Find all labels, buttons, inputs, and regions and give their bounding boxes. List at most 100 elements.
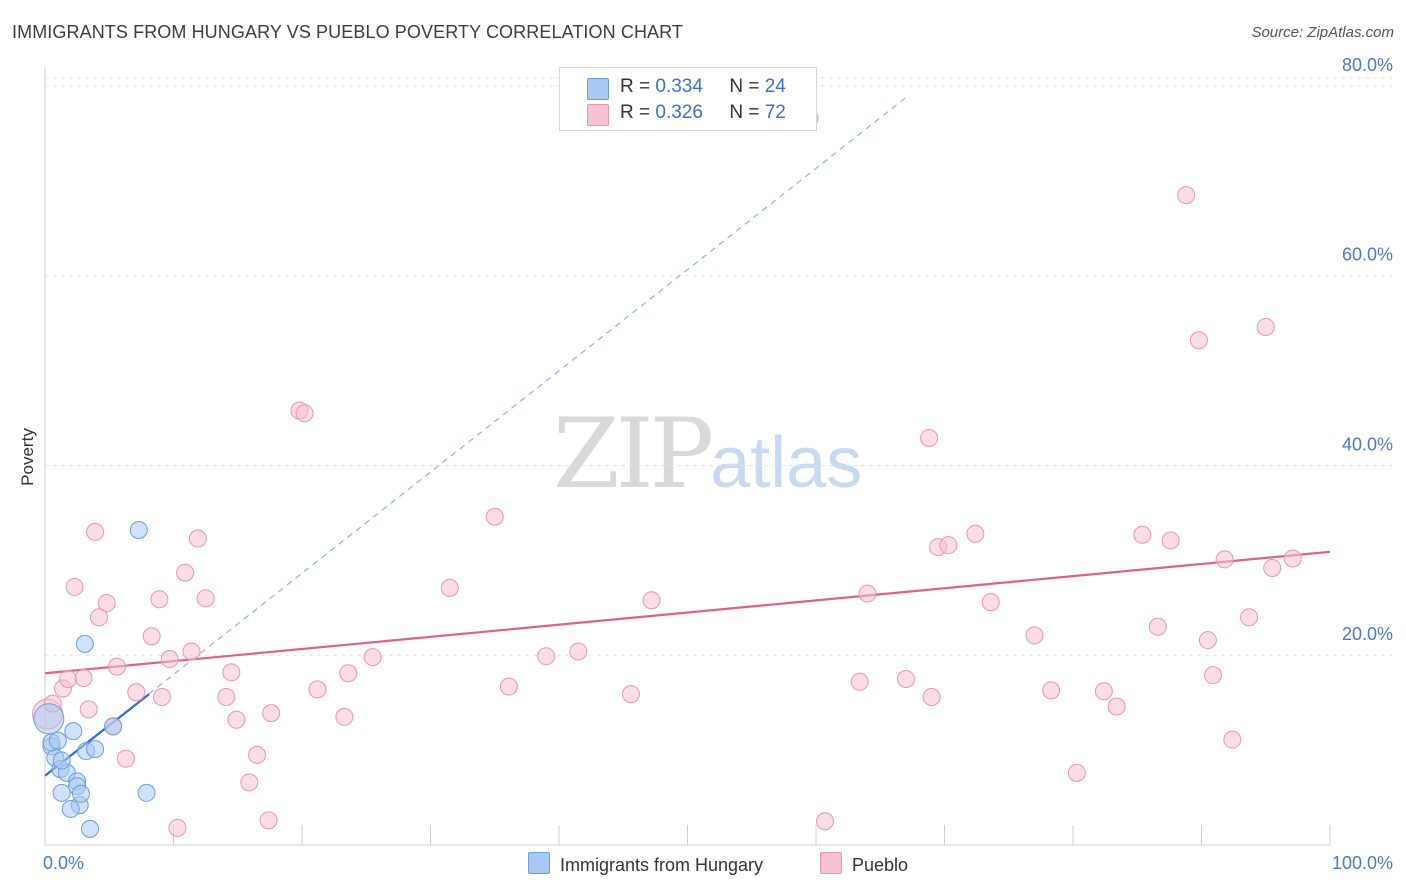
- bottom-legend-swatch-pueblo: [820, 852, 842, 874]
- pueblo-point: [363, 648, 382, 667]
- pueblo-point: [240, 773, 259, 792]
- pueblo-point: [217, 687, 236, 706]
- pueblo-point: [168, 818, 187, 837]
- pueblo-point: [1204, 666, 1223, 685]
- y-tick-label: 20.0%: [1342, 624, 1393, 644]
- hungary-point: [129, 521, 148, 540]
- pueblo-point: [160, 650, 179, 669]
- pueblo-point: [896, 669, 915, 688]
- pueblo-point: [259, 811, 278, 830]
- bottom-legend-pueblo: Pueblo: [820, 852, 908, 876]
- pueblo-point: [922, 687, 941, 706]
- pueblo-point: [850, 672, 869, 691]
- pueblo-point: [858, 584, 877, 603]
- pueblo-point: [1223, 730, 1242, 749]
- legend-r-value: 0.334: [655, 76, 703, 97]
- tick-labels: 20.0% 40.0% 60.0% 80.0% 0.0% 100.0%: [43, 55, 1393, 873]
- hungary-point: [64, 722, 83, 741]
- watermark-atlas: atlas: [710, 423, 863, 503]
- legend-stats-hungary: R = 0.334 N = 24: [620, 76, 786, 98]
- pueblo-point: [142, 627, 161, 646]
- pueblo-point: [1198, 631, 1217, 650]
- pueblo-point: [1025, 626, 1044, 645]
- source-credit: Source: ZipAtlas.com: [1251, 24, 1394, 41]
- legend-row-hungary: R = 0.334 N = 24: [560, 76, 816, 102]
- pueblo-point: [966, 524, 985, 543]
- bottom-legend-label-pueblo: Pueblo: [852, 855, 909, 875]
- pueblo-point: [308, 680, 327, 699]
- pueblo-point: [107, 657, 126, 676]
- pueblo-point: [485, 507, 504, 526]
- hungary-point: [104, 717, 123, 736]
- pueblo-point: [1094, 682, 1113, 701]
- pueblo-point: [74, 669, 93, 688]
- x-tick-label: 0.0%: [43, 853, 84, 873]
- data-points: [32, 109, 1302, 838]
- pueblo-point: [89, 608, 108, 627]
- pueblo-point: [1215, 550, 1234, 569]
- hungary-point: [137, 783, 156, 802]
- pueblo-point: [335, 707, 354, 726]
- pueblo-point: [222, 663, 241, 682]
- hungary-point: [71, 784, 90, 803]
- pueblo-point: [815, 812, 834, 831]
- pueblo-point: [227, 710, 246, 729]
- pueblo-point: [188, 529, 207, 548]
- pueblo-point: [1161, 531, 1180, 550]
- pueblo-point: [440, 578, 459, 597]
- legend-stats-pueblo: R = 0.326 N = 72: [620, 102, 786, 124]
- pueblo-trend-line: [44, 550, 1331, 675]
- pueblo-point: [86, 522, 105, 541]
- hungary-point: [86, 740, 105, 759]
- hungary-point: [33, 703, 65, 735]
- legend-r-value: 0.326: [655, 102, 703, 123]
- pueblo-point: [295, 404, 314, 423]
- legend-r-label: R =: [620, 76, 656, 97]
- pueblo-point: [1133, 525, 1152, 544]
- chart-title: IMMIGRANTS FROM HUNGARY VS PUEBLO POVERT…: [12, 22, 684, 42]
- grid-lines: [45, 77, 1392, 656]
- pueblo-point: [79, 700, 98, 719]
- y-tick-label: 80.0%: [1342, 55, 1393, 75]
- hungary-point: [52, 751, 71, 770]
- y-tick-label: 60.0%: [1342, 245, 1393, 265]
- x-tick-label: 100.0%: [1332, 853, 1393, 873]
- pueblo-point: [196, 589, 215, 608]
- legend-n-label: N =: [729, 76, 765, 97]
- legend-row-pueblo: R = 0.326 N = 72: [560, 102, 816, 128]
- hungary-point: [61, 799, 80, 818]
- pueblo-point: [59, 669, 78, 688]
- pueblo-point: [1256, 317, 1275, 336]
- pueblo-point: [1283, 549, 1302, 568]
- pueblo-point: [1189, 331, 1208, 350]
- bottom-legend-swatch-hungary: [528, 852, 550, 874]
- pueblo-point: [116, 749, 135, 768]
- bottom-legend-hungary: Immigrants from Hungary: [528, 852, 763, 876]
- pueblo-point: [1067, 763, 1086, 782]
- pueblo-point: [499, 677, 518, 696]
- pueblo-point: [152, 687, 171, 706]
- correlation-legend: R = 0.334 N = 24 R = 0.326 N = 72: [559, 67, 817, 131]
- pueblo-point: [1107, 697, 1126, 716]
- pueblo-point: [981, 593, 1000, 612]
- pueblo-point: [262, 704, 281, 723]
- pueblo-point: [642, 591, 661, 610]
- pueblo-point: [1042, 681, 1061, 700]
- bottom-legend-label-hungary: Immigrants from Hungary: [560, 855, 764, 875]
- watermark-zip: ZIP: [553, 398, 714, 510]
- pueblo-point: [127, 683, 146, 702]
- hungary-point: [80, 819, 99, 838]
- hungary-point: [48, 731, 67, 750]
- pueblo-point: [1177, 186, 1196, 205]
- pueblo-point: [1240, 608, 1259, 627]
- pueblo-point: [248, 745, 267, 764]
- pueblo-point: [569, 642, 588, 661]
- hungary-trend-extension: [44, 94, 909, 777]
- pueblo-point: [1148, 617, 1167, 636]
- pueblo-point: [1263, 558, 1282, 577]
- pueblo-point: [65, 577, 84, 596]
- legend-r-label: R =: [620, 102, 656, 123]
- hungary-point: [52, 783, 71, 802]
- pueblo-point: [97, 594, 116, 613]
